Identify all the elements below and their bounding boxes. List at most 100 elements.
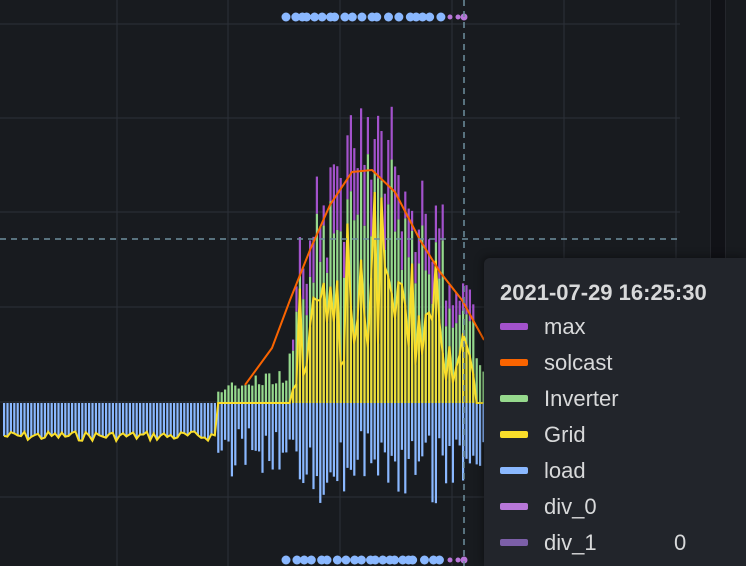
bar-grid [319, 300, 322, 403]
annotation-marker [434, 555, 444, 565]
bar-load [417, 403, 420, 462]
annotation-marker [372, 12, 382, 22]
bar-grid [336, 280, 339, 403]
bar-load [281, 403, 284, 453]
bar-load [251, 403, 254, 451]
line-grid [3, 191, 484, 444]
bar-load [431, 403, 434, 503]
bar-load [404, 403, 407, 494]
bar-max [292, 339, 295, 351]
bar-load [115, 403, 118, 441]
bar-grid [343, 360, 346, 403]
bar-load [353, 403, 356, 476]
bar-load [132, 403, 135, 433]
bar-grid [468, 356, 471, 403]
bar-max [421, 180, 424, 226]
bar-load [54, 403, 57, 434]
annotation-markers[interactable] [281, 12, 468, 565]
bar-grid [373, 192, 376, 403]
bar-grid [380, 197, 383, 403]
bar-max [428, 239, 431, 275]
annotation-marker [394, 12, 404, 22]
bar-grid [462, 333, 465, 403]
bar-inverter [237, 388, 240, 403]
bar-load [455, 403, 458, 440]
bar-load [329, 403, 332, 473]
bar-inverter [451, 327, 454, 403]
series-color-swatch [500, 359, 528, 366]
bar-max [302, 268, 305, 300]
bar-load [254, 403, 257, 451]
bar-load [448, 403, 451, 446]
bar-grid [424, 314, 427, 403]
bar-max [319, 226, 322, 262]
annotation-marker [447, 14, 453, 20]
bar-load [468, 403, 471, 464]
bar-inverter [217, 391, 220, 403]
bar-grid [428, 312, 431, 403]
bar-max [472, 304, 475, 321]
bar-max [458, 300, 461, 315]
bar-grid [387, 276, 390, 403]
bar-load [298, 403, 301, 480]
annotation-marker [383, 12, 393, 22]
bar-inverter [224, 389, 227, 403]
bar-max [417, 229, 420, 264]
bar-load [360, 403, 363, 432]
bar-load [275, 403, 278, 433]
annotation-marker [281, 12, 291, 22]
bar-load [111, 403, 114, 433]
bar-load [479, 403, 482, 466]
bar-inverter [288, 353, 291, 403]
bar-grid [455, 367, 458, 403]
bar-load [278, 403, 281, 470]
bar-load [193, 403, 196, 432]
bar-load [81, 403, 84, 441]
bar-load [305, 403, 308, 475]
bar-max [366, 117, 369, 155]
bar-load [363, 403, 366, 477]
bar-inverter [261, 385, 264, 403]
bar-max [336, 166, 339, 230]
bar-load [451, 403, 454, 483]
bar-grid [309, 326, 312, 403]
bar-grid [349, 305, 352, 403]
bar-grid [322, 282, 325, 403]
bar-load [37, 403, 40, 434]
bar-max [329, 167, 332, 202]
bar-load [20, 403, 23, 437]
annotation-marker [455, 14, 461, 20]
bar-max [353, 148, 356, 221]
bar-grid [411, 263, 414, 403]
bar-max [370, 179, 373, 237]
bar-max [309, 240, 312, 277]
bar-load [441, 403, 444, 456]
annotation-marker [447, 557, 453, 563]
annotation-marker [291, 12, 301, 22]
annotation-marker [370, 555, 380, 565]
bar-max [407, 208, 410, 258]
annotation-marker [357, 12, 367, 22]
bar-load [74, 403, 77, 432]
bar-load [319, 403, 322, 503]
bar-load [179, 403, 182, 433]
bar-load [43, 403, 46, 438]
tooltip-series-value: 0 [674, 530, 687, 555]
annotation-marker [455, 557, 461, 563]
bar-load [370, 403, 373, 464]
tooltip-row-solcast: solcast [500, 346, 740, 382]
bar-load [23, 403, 26, 432]
bar-inverter [271, 384, 274, 403]
bar-load [268, 403, 271, 462]
bar-max [383, 193, 386, 250]
annotation-marker [411, 12, 421, 22]
series-grid-fill [292, 192, 475, 403]
bar-load [203, 403, 206, 438]
bar-inverter [234, 385, 237, 403]
bar-grid [360, 259, 363, 403]
bar-inverter [244, 385, 247, 403]
bar-load [60, 403, 63, 433]
bar-grid [346, 223, 349, 403]
